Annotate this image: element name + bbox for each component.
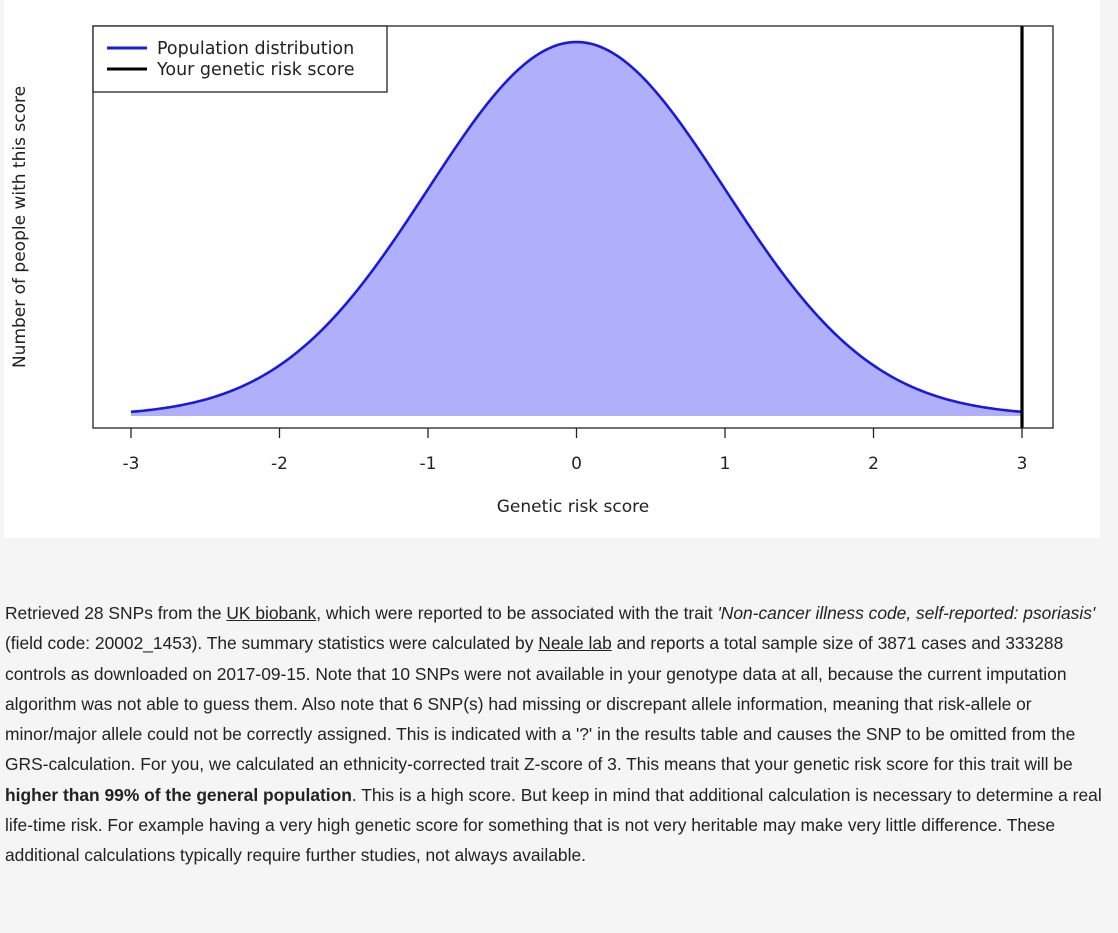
x-tick-label: 1 xyxy=(720,454,731,474)
description-text: and reports a total sample size of 3871 … xyxy=(5,633,1076,775)
description-text: , which were reported to be associated w… xyxy=(316,603,718,623)
uk-biobank-link[interactable]: UK biobank xyxy=(226,603,317,623)
result-description: Retrieved 28 SNPs from the UK biobank, w… xyxy=(5,598,1103,871)
chart-panel: -3 -2 -1 0 1 2 3 Number of people with this sc… xyxy=(4,0,1100,538)
series-layer xyxy=(130,26,1024,428)
population-distribution-area xyxy=(131,42,1022,416)
x-tick-label: 0 xyxy=(571,454,582,474)
y-axis-label: Number of people with this score xyxy=(10,86,30,368)
risk-score-chart: -3 -2 -1 0 1 2 3 Number of people with this sc… xyxy=(10,25,1054,517)
legend-box xyxy=(92,25,388,93)
trait-name: 'Non-cancer illness code, self-reported:… xyxy=(717,603,1096,623)
x-tick-label: -2 xyxy=(271,454,288,474)
x-tick-label: 2 xyxy=(868,454,879,474)
x-tick-label: -3 xyxy=(123,454,140,474)
population-percentile-highlight: higher than 99% of the general populatio… xyxy=(5,784,352,805)
population-distribution-line xyxy=(130,40,1023,414)
legend: Population distribution Your genetic ris… xyxy=(92,25,388,93)
description-text: Retrieved 28 SNPs from the xyxy=(5,603,227,623)
legend-label-your-score: Your genetic risk score xyxy=(156,60,354,80)
description-text: . This is a high score. But keep in mind… xyxy=(5,784,1102,866)
x-tick-label: -1 xyxy=(420,454,437,474)
neale-lab-link[interactable]: Neale lab xyxy=(538,633,612,654)
x-axis-label: Genetic risk score xyxy=(497,497,650,517)
x-tick-label: 3 xyxy=(1017,454,1028,474)
legend-label-population: Population distribution xyxy=(157,39,354,59)
plot-frame xyxy=(92,25,1054,429)
description-text: (field code: 20002_1453). The summary st… xyxy=(5,633,539,654)
x-axis: -3 -2 -1 0 1 2 3 xyxy=(123,428,1028,474)
